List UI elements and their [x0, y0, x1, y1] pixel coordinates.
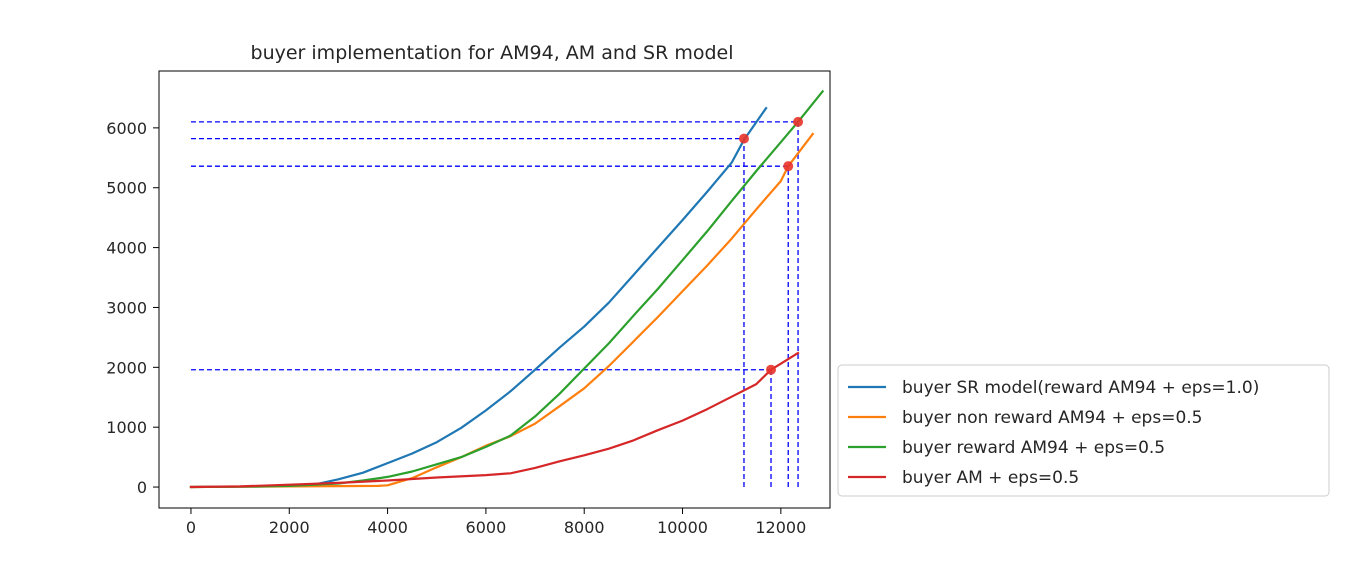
x-tick-label-6: 12000: [755, 518, 806, 537]
series-lines: [189, 89, 825, 489]
x-tick-label-2: 4000: [367, 518, 408, 537]
legend: buyer SR model(reward AM94 + eps=1.0) buy…: [837, 364, 1330, 497]
x-tick-label-5: 10000: [657, 518, 708, 537]
y-tick-label-5: 5000: [106, 179, 147, 198]
series-line-1: [189, 132, 815, 489]
x-axis: 0 2000 4000 6000 8000 10000 12000: [186, 508, 806, 537]
legend-label-2: buyer reward AM94 + eps=0.5: [902, 438, 1165, 458]
y-tick-label-3: 3000: [106, 298, 147, 317]
highlight-marker-0: [738, 133, 749, 144]
series-line-3: [189, 351, 800, 489]
y-tick-label-4: 4000: [106, 239, 147, 258]
x-tick-label-0: 0: [186, 518, 196, 537]
highlight-marker-2: [783, 161, 794, 172]
y-tick-label-1: 1000: [106, 418, 147, 437]
series-line-0: [189, 106, 768, 489]
chart-title: buyer implementation for AM94, AM and SR…: [251, 42, 734, 64]
plot-area: [159, 71, 830, 508]
y-tick-label-6: 6000: [106, 119, 147, 138]
plot-frame: [158, 70, 831, 509]
reference-lines: [190, 121, 799, 488]
highlight-marker-3: [766, 364, 777, 375]
legend-label-3: buyer AM + eps=0.5: [902, 468, 1079, 488]
x-tick-label-3: 6000: [466, 518, 507, 537]
x-tick-label-4: 8000: [564, 518, 605, 537]
highlight-marker-1: [793, 116, 804, 127]
x-tick-label-1: 2000: [269, 518, 310, 537]
y-tick-label-0: 0: [137, 478, 147, 497]
y-axis: 0 1000 2000 3000 4000 5000 6000: [106, 119, 159, 497]
highlight-markers: [738, 116, 804, 375]
legend-label-0: buyer SR model(reward AM94 + eps=1.0): [902, 378, 1259, 398]
legend-label-1: buyer non reward AM94 + eps=0.5: [902, 408, 1202, 428]
y-tick-label-2: 2000: [106, 358, 147, 377]
legend-box: [837, 364, 1330, 497]
